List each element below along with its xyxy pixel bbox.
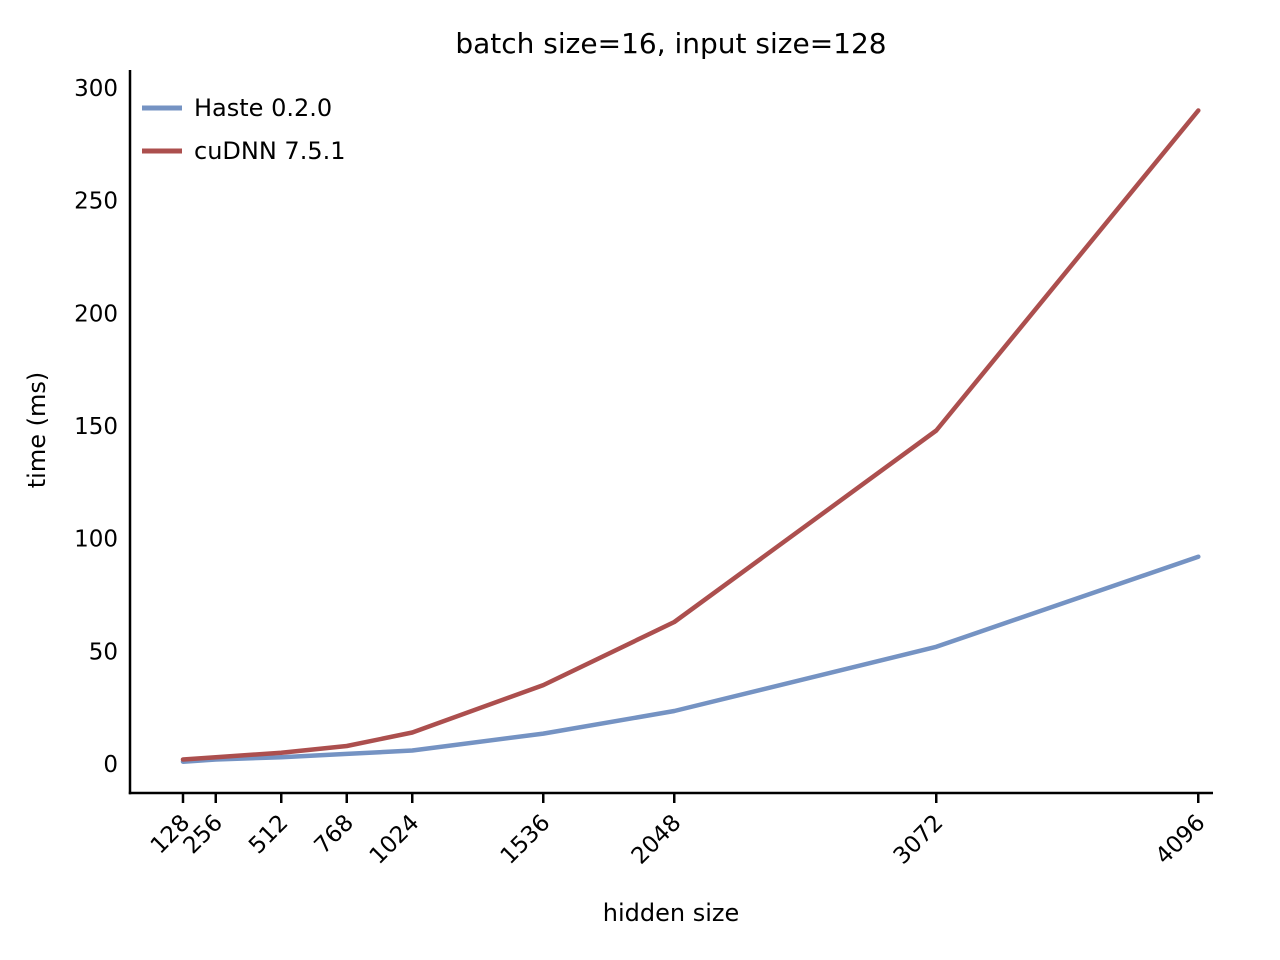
x-tick-label: 1536 <box>496 810 556 870</box>
x-tick-label: 3072 <box>889 810 949 870</box>
y-tick-label: 200 <box>74 301 118 327</box>
y-axis-label: time (ms) <box>23 372 51 488</box>
y-tick-label: 100 <box>74 527 118 553</box>
y-tick-label: 250 <box>74 189 118 215</box>
x-tick-label: 512 <box>244 810 293 859</box>
x-axis-label: hidden size <box>603 899 740 927</box>
y-tick-label: 150 <box>74 414 118 440</box>
y-tick-label: 300 <box>74 76 118 102</box>
chart-title: batch size=16, input size=128 <box>455 27 886 60</box>
y-tick-label: 0 <box>103 752 118 778</box>
x-tick-label: 4096 <box>1151 810 1211 870</box>
series-line-cudnn-7-5-1 <box>180 108 1201 762</box>
x-tick-label: 256 <box>179 810 228 859</box>
x-tick-label: 2048 <box>627 810 687 870</box>
legend-label: Haste 0.2.0 <box>194 94 332 122</box>
legend-label: cuDNN 7.5.1 <box>194 137 346 165</box>
x-tick-label: 1024 <box>365 810 425 870</box>
series-layer <box>180 108 1201 764</box>
y-tick-label: 50 <box>89 639 118 665</box>
legend: Haste 0.2.0 cuDNN 7.5.1 <box>142 94 346 165</box>
x-tick-label: 768 <box>310 810 359 859</box>
series-line-haste-0-2-0 <box>180 554 1201 764</box>
